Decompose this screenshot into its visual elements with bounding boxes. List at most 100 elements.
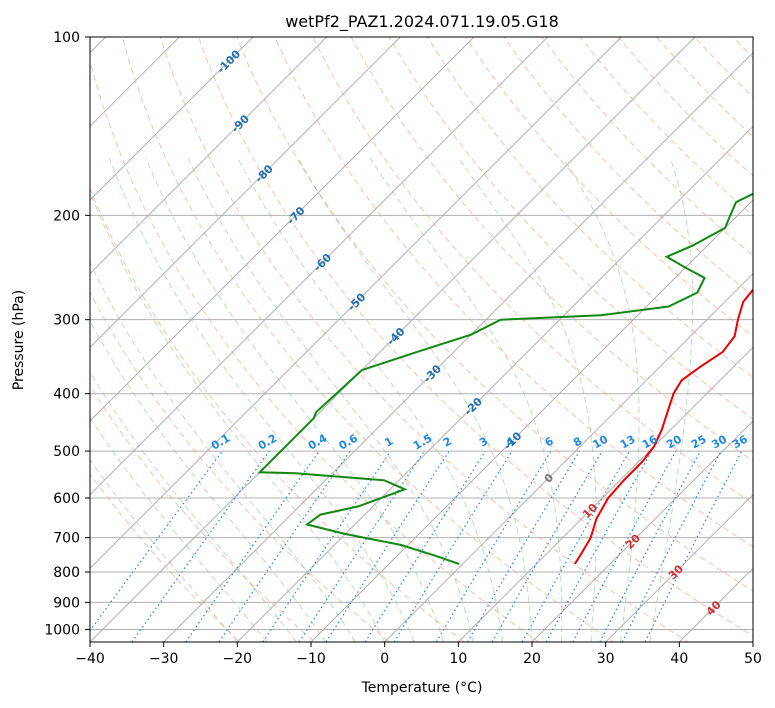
mixing-ratio-label: 0.4 (306, 431, 330, 452)
background-lines (90, 10, 775, 654)
dry-adiabat (90, 384, 316, 642)
x-tick-label: 30 (597, 651, 615, 667)
dry-adiabat (541, 37, 753, 257)
moist-adiabat (458, 157, 597, 642)
line-labels: 0.1 0.2 0.4 0.6 1 1.5 2 3 4 6 8 10 13 16 20 25 30 36-100-… (209, 47, 750, 618)
x-tick-label: −20 (223, 651, 253, 667)
mixing-ratio-label: 30 (709, 432, 729, 451)
moist-adiabat (90, 458, 238, 642)
moist-adiabat (562, 157, 640, 642)
isotherm-label: -20 (462, 395, 485, 418)
x-axis-label: Temperature (°C) (361, 680, 483, 696)
dry-adiabat (503, 37, 753, 297)
mixing-ratio-label: 0.1 (209, 432, 232, 453)
mixing-ratio-line (218, 450, 351, 642)
isotherm-line (90, 37, 328, 275)
dry-adiabat (732, 37, 753, 59)
moist-adiabat (90, 320, 327, 642)
isotherm-label: -80 (253, 162, 276, 185)
x-tick-label: 50 (744, 651, 762, 667)
moist-adiabat (369, 157, 563, 642)
isotherm-label: -100 (215, 47, 244, 76)
dry-adiabat (579, 37, 753, 217)
mixing-ratio-label: 3 (477, 435, 490, 450)
isotherm-label: 20 (623, 531, 643, 551)
x-tick-label: 40 (670, 651, 688, 667)
isotherm-line (163, 51, 753, 642)
y-tick-label: 900 (53, 595, 80, 611)
y-tick-label: 600 (53, 491, 80, 507)
x-tick-label: 0 (380, 651, 389, 667)
isotherm-line (90, 37, 622, 570)
y-tick-label: 100 (53, 30, 80, 46)
isotherm-line (752, 641, 753, 642)
x-tick-label: 10 (449, 651, 467, 667)
chart-title: wetPf2_PAZ1.2024.071.19.05.G18 (285, 12, 559, 32)
y-tick-label: 700 (53, 531, 80, 547)
isotherm-line (310, 199, 753, 642)
y-tick-label: 300 (53, 313, 80, 329)
x-tick-label: −10 (296, 651, 326, 667)
mixing-ratio-label: 1 (382, 435, 395, 450)
dewpoint-series (257, 192, 753, 565)
moist-adiabat (90, 190, 386, 642)
mixing-ratio-line (298, 450, 425, 642)
mixing-ratio-label: 1.5 (411, 432, 434, 453)
y-axis: 100 200 300 400 500 600 700 800 900 1000 (44, 30, 90, 638)
dry-adiabat (388, 37, 753, 420)
y-tick-label: 400 (53, 387, 80, 403)
isotherm-line (90, 37, 696, 642)
dry-adiabat (426, 37, 753, 378)
isotherm-line (384, 272, 753, 642)
isotherm-line (90, 37, 475, 422)
isotherm-line (457, 346, 753, 642)
mixing-ratio-line (131, 450, 270, 642)
mixing-ratio-label: 10 (591, 432, 611, 451)
x-tick-label: −30 (149, 651, 179, 667)
moist-adiabat (108, 157, 415, 642)
moist-adiabat (90, 261, 356, 642)
mixing-ratio-lines (90, 450, 743, 642)
isotherm-label: -70 (284, 204, 307, 227)
x-tick-label: −40 (75, 651, 105, 667)
x-axis: −40 −30 −20 −10 0 10 20 30 40 50 (75, 642, 762, 667)
dry-adiabat (159, 37, 690, 642)
moist-adiabat (296, 157, 533, 642)
dry-adiabat (617, 37, 753, 177)
mixing-ratio-label: 13 (618, 433, 638, 452)
dry-adiabat (236, 37, 753, 592)
mixing-ratio-label: 2 (441, 435, 454, 450)
isotherm-line (90, 37, 254, 201)
dry-adiabat (655, 37, 753, 138)
mixing-ratio-line (599, 450, 702, 642)
dry-adiabat (693, 37, 753, 98)
dry-adiabat (465, 37, 753, 338)
dry-adiabat (197, 37, 753, 637)
mixing-ratio-line (572, 450, 677, 642)
dry-adiabat (90, 59, 540, 642)
temperature-series (573, 288, 753, 565)
y-tick-label: 1000 (44, 622, 80, 638)
mixing-ratio-label: 25 (689, 433, 709, 452)
moist-adiabat (237, 157, 503, 642)
mixing-ratio-line (435, 450, 552, 642)
mixing-ratio-line (325, 450, 450, 642)
dry-adiabat (90, 186, 465, 642)
y-tick-label: 500 (53, 444, 80, 460)
y-tick-label: 800 (53, 565, 80, 581)
isotherm-line (531, 420, 753, 642)
dry-adiabat (745, 10, 775, 654)
mixing-ratio-line (364, 450, 486, 642)
isotherm-line (90, 37, 401, 349)
mixing-ratio-label: 8 (571, 435, 584, 450)
dry-adiabat (312, 37, 753, 505)
dry-adiabat (90, 472, 241, 642)
y-tick-label: 200 (53, 208, 80, 224)
dry-adiabat (274, 37, 753, 548)
mixing-ratio-line (466, 450, 580, 642)
moist-adiabat (145, 157, 445, 642)
plot-frame (89, 36, 754, 643)
mixing-ratio-line (521, 450, 631, 642)
y-axis-label: Pressure (hPa) (11, 290, 27, 390)
